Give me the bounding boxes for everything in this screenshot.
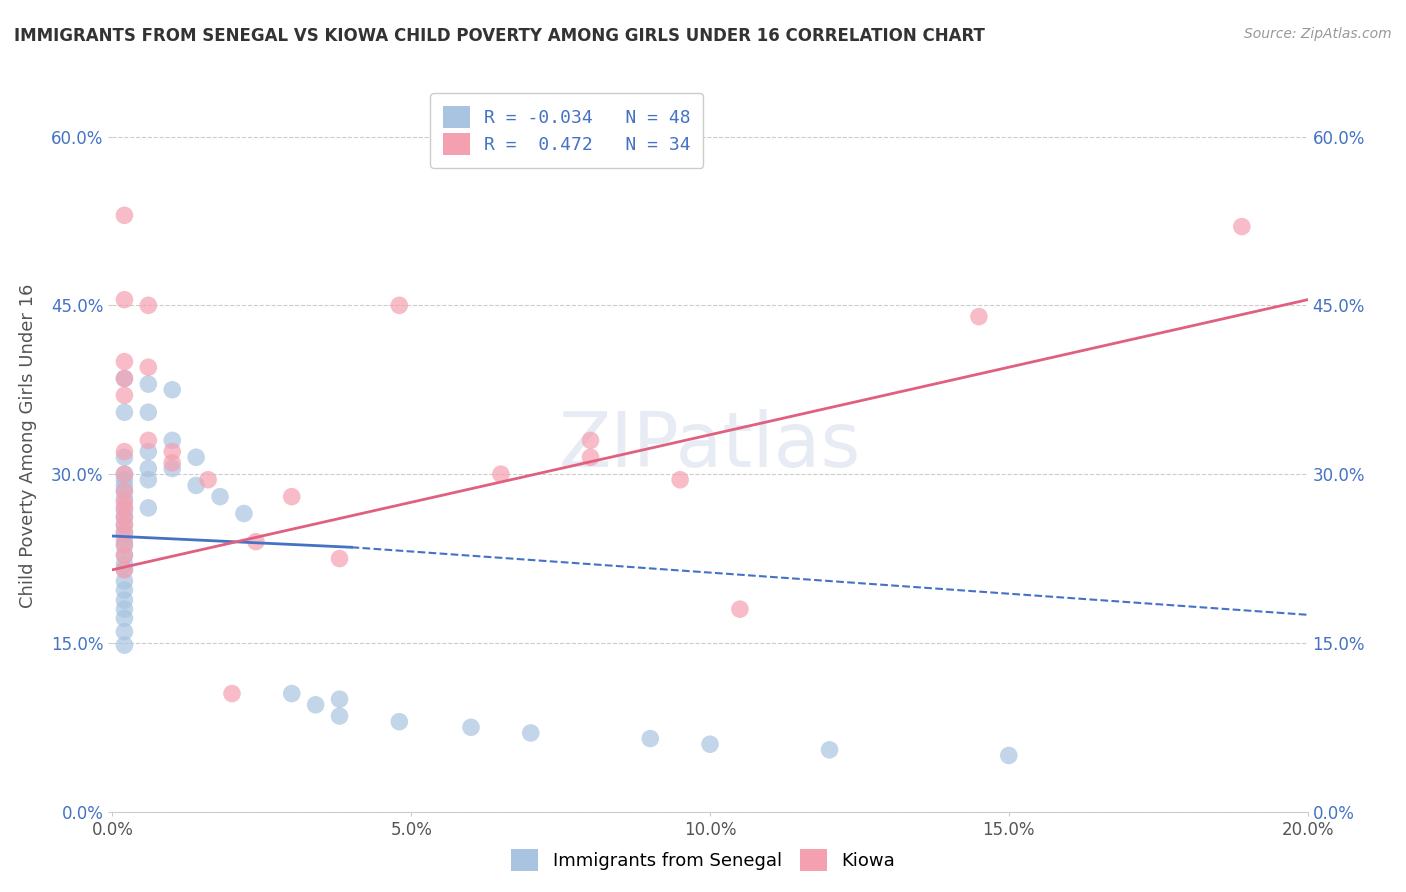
Point (114, 293, 135, 307)
Point (114, 388, 135, 402)
Point (114, 563, 135, 577)
Point (728, 602, 751, 616)
Point (281, 490, 304, 504)
Point (138, 405, 160, 419)
Point (114, 405, 135, 419)
Point (305, 698, 328, 712)
Legend: Immigrants from Senegal, Kiowa: Immigrants from Senegal, Kiowa (503, 842, 903, 879)
Point (388, 714, 411, 729)
Text: ZIPatlas: ZIPatlas (558, 409, 862, 483)
Point (114, 525, 135, 540)
Point (388, 298, 411, 312)
Point (460, 720, 482, 734)
Point (138, 461, 160, 475)
Point (114, 602, 135, 616)
Point (1230, 219, 1253, 234)
Point (114, 473, 135, 487)
Point (197, 473, 219, 487)
Point (209, 490, 232, 504)
Point (114, 444, 135, 458)
Point (114, 354, 135, 368)
Text: Source: ZipAtlas.com: Source: ZipAtlas.com (1244, 27, 1392, 41)
Point (162, 456, 183, 470)
Point (186, 478, 208, 492)
Point (138, 473, 160, 487)
Point (114, 517, 135, 532)
Point (114, 491, 135, 506)
Point (114, 509, 135, 524)
Point (114, 563, 135, 577)
Point (114, 467, 135, 482)
Point (114, 533, 135, 547)
Point (114, 478, 135, 492)
Point (138, 377, 160, 392)
Point (114, 525, 135, 540)
Point (114, 495, 135, 509)
Point (114, 611, 135, 625)
Point (579, 450, 602, 465)
Point (114, 483, 135, 498)
Point (114, 537, 135, 551)
Y-axis label: Child Poverty Among Girls Under 16: Child Poverty Among Girls Under 16 (20, 284, 37, 608)
Point (221, 687, 243, 701)
Point (162, 434, 183, 448)
Point (114, 483, 135, 498)
Point (281, 687, 304, 701)
Point (114, 624, 135, 639)
Point (114, 548, 135, 562)
Point (520, 726, 543, 740)
Point (818, 743, 841, 757)
Point (245, 534, 267, 549)
Point (967, 310, 990, 324)
Point (114, 638, 135, 652)
Point (138, 434, 160, 448)
Point (640, 731, 662, 746)
Point (114, 539, 135, 553)
Point (114, 208, 135, 222)
Point (114, 557, 135, 571)
Point (138, 500, 160, 515)
Point (114, 467, 135, 482)
Point (114, 371, 135, 385)
Point (114, 503, 135, 517)
Point (162, 383, 183, 397)
Point (329, 692, 352, 706)
Point (114, 450, 135, 465)
Point (233, 507, 256, 521)
Point (329, 551, 352, 566)
Point (114, 509, 135, 524)
Point (138, 444, 160, 458)
Point (329, 709, 352, 723)
Point (114, 517, 135, 532)
Point (998, 748, 1021, 763)
Point (138, 360, 160, 375)
Point (489, 467, 512, 482)
Point (114, 548, 135, 562)
Point (114, 371, 135, 385)
Legend: R = -0.034   N = 48, R =  0.472   N = 34: R = -0.034 N = 48, R = 0.472 N = 34 (430, 93, 703, 168)
Point (138, 298, 160, 312)
Point (114, 593, 135, 607)
Point (114, 500, 135, 515)
Point (699, 737, 721, 751)
Text: IMMIGRANTS FROM SENEGAL VS KIOWA CHILD POVERTY AMONG GIRLS UNDER 16 CORRELATION : IMMIGRANTS FROM SENEGAL VS KIOWA CHILD P… (14, 27, 986, 45)
Point (186, 450, 208, 465)
Point (669, 473, 692, 487)
Point (114, 574, 135, 588)
Point (162, 444, 183, 458)
Point (162, 461, 183, 475)
Point (579, 434, 602, 448)
Point (114, 582, 135, 597)
